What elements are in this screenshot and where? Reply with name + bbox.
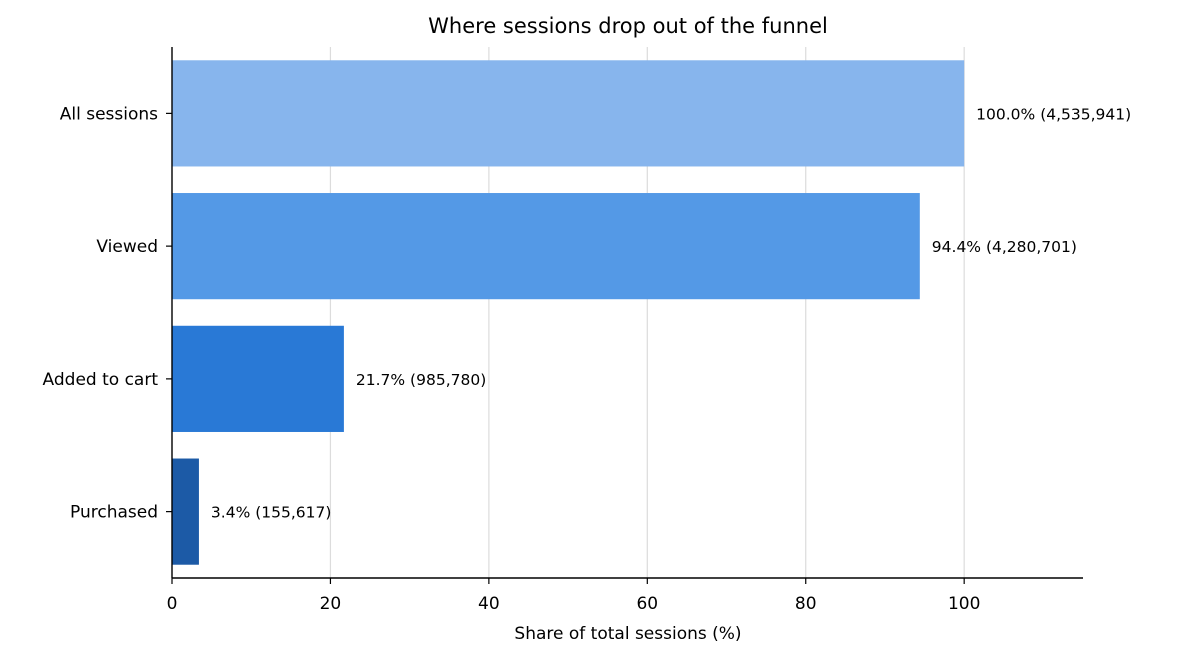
data-label: 100.0% (4,535,941): [976, 105, 1131, 123]
bar-layer: 100.0% (4,535,941) 94.4% (4,280,701) 21.7%…: [172, 60, 1131, 565]
x-axis-label: Share of total sessions (%): [514, 624, 741, 644]
bar-1: [172, 193, 920, 300]
y-tick-label: All sessions: [60, 104, 158, 124]
x-tick-label: 40: [478, 594, 500, 614]
x-tick-label: 20: [320, 594, 342, 614]
data-label: 94.4% (4,280,701): [932, 238, 1077, 256]
chart-title: Where sessions drop out of the funnel: [428, 14, 828, 38]
y-tick-label: Purchased: [70, 503, 158, 523]
x-tick-label: 100: [948, 594, 980, 614]
data-label: 3.4% (155,617): [211, 504, 331, 522]
bar-3: [172, 458, 199, 565]
x-tick-label: 0: [167, 594, 178, 614]
bar-0: [172, 60, 965, 167]
axis-layer: All sessions Viewed Added to cart Purchased…: [43, 47, 1083, 614]
x-tick-label: 80: [795, 594, 817, 614]
bar-2: [172, 325, 344, 432]
y-tick-label: Added to cart: [43, 370, 159, 390]
y-tick-label: Viewed: [96, 237, 158, 257]
x-tick-label: 60: [636, 594, 658, 614]
data-label: 21.7% (985,780): [356, 371, 486, 389]
